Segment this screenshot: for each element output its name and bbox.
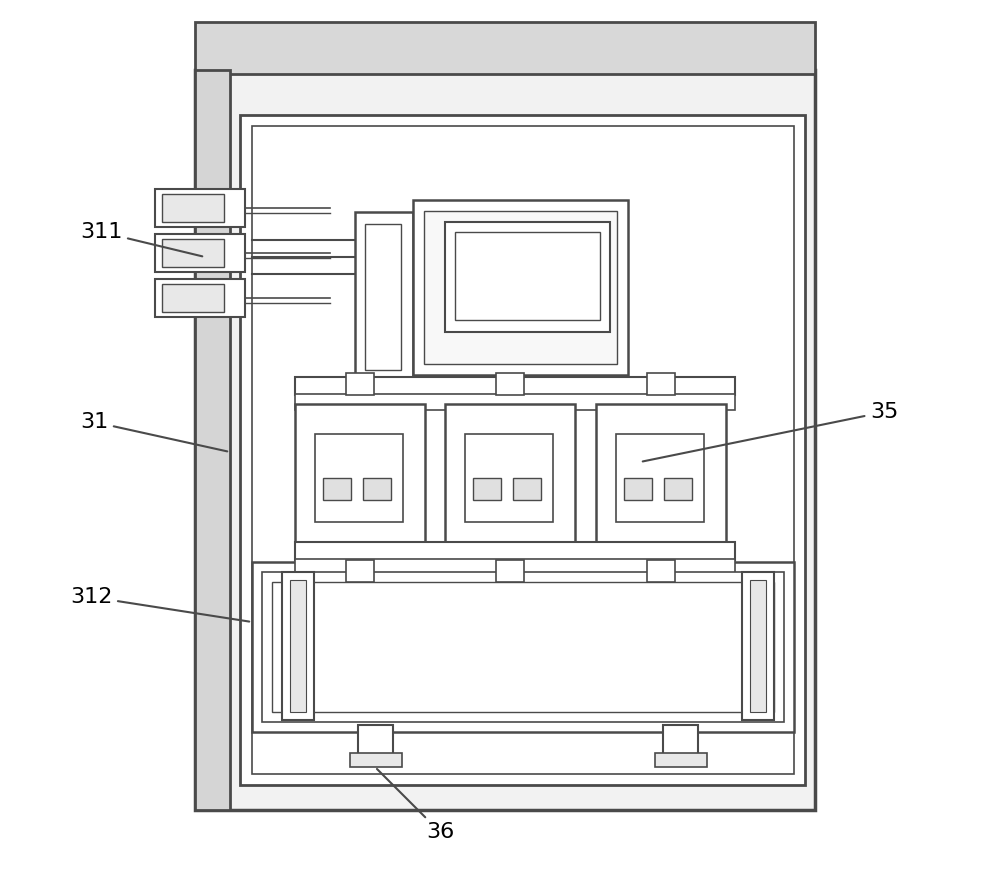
Bar (295, 377, 735, 395)
Bar (162, 239, 224, 267)
Bar (282, 572, 314, 720)
Bar (162, 284, 224, 312)
Bar (363, 478, 391, 500)
Bar (295, 394, 735, 410)
Bar (195, 70, 815, 810)
Bar (413, 200, 628, 375)
Bar (647, 373, 675, 395)
Bar (664, 478, 692, 500)
Bar (346, 560, 374, 582)
Bar (624, 478, 652, 500)
Text: 311: 311 (80, 222, 202, 256)
Bar (350, 753, 402, 767)
Bar (240, 115, 805, 785)
Bar (315, 434, 403, 522)
Bar (295, 404, 425, 544)
Bar (358, 725, 393, 760)
Bar (252, 126, 794, 774)
Bar (424, 211, 617, 364)
Bar (346, 373, 374, 395)
Bar (473, 478, 501, 500)
Bar (272, 582, 774, 712)
Bar (496, 560, 524, 582)
Bar (252, 562, 794, 732)
Bar (445, 222, 610, 332)
Bar (655, 753, 707, 767)
Bar (195, 22, 815, 74)
Bar (295, 542, 735, 560)
Bar (155, 279, 245, 317)
Bar (323, 478, 351, 500)
Bar (750, 580, 766, 712)
Bar (616, 434, 704, 522)
Bar (496, 373, 524, 395)
Bar (290, 580, 306, 712)
Bar (742, 572, 774, 720)
Bar (596, 404, 726, 544)
Bar (262, 572, 784, 722)
Bar (465, 434, 553, 522)
Bar (162, 194, 224, 222)
Text: 31: 31 (80, 412, 227, 451)
Bar (365, 224, 401, 370)
Bar (445, 404, 575, 544)
Text: 35: 35 (643, 402, 898, 461)
Bar (155, 234, 245, 272)
Bar (647, 560, 675, 582)
Bar (295, 559, 735, 575)
Bar (663, 725, 698, 760)
Bar (195, 70, 230, 810)
Text: 312: 312 (70, 587, 249, 622)
Text: 36: 36 (377, 769, 454, 842)
Bar (513, 478, 541, 500)
Bar (155, 189, 245, 227)
Bar (455, 232, 600, 320)
Bar (355, 212, 413, 382)
